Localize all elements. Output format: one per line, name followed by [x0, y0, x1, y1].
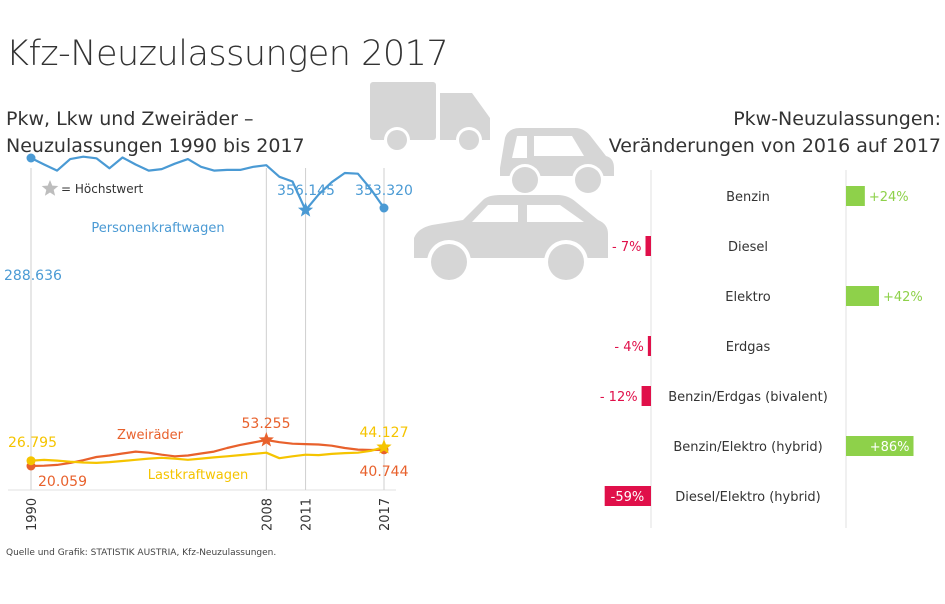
bar-category-label-4: Erdgas	[726, 340, 771, 355]
value-label-3-2017: 44.127	[360, 425, 409, 441]
bar-value-label-2: - 7%	[612, 240, 641, 255]
value-label-2-2008: 53.255	[242, 416, 291, 432]
bar-value-label-3: +42%	[883, 290, 923, 305]
max-star-icon-3	[376, 439, 392, 454]
right-subtitle-line-2: Veränderungen von 2016 auf 2017	[608, 135, 941, 157]
right-chart-subtitle: Pkw-Neuzulassungen: Veränderungen von 20…	[609, 106, 941, 160]
line-chart: 1990 2008 2011 2017 Personenkraftwagen Zweirä…	[4, 153, 413, 531]
series-line-3	[30, 446, 385, 464]
bar-category-label-1: Benzin	[726, 190, 770, 205]
series-name-2: Zweiräder	[117, 428, 184, 443]
x-tick-label-2011: 2011	[300, 498, 315, 531]
truck-icon	[370, 82, 490, 153]
bar-category-label-5: Benzin/Erdgas (bivalent)	[668, 390, 828, 405]
bar-5	[641, 386, 651, 406]
series-line-1	[30, 155, 385, 212]
bar-7	[604, 486, 651, 506]
value-label-1-2011: 356.145	[277, 183, 335, 199]
bar-value-label-5: - 12%	[600, 390, 638, 405]
bar-category-label-7: Diesel/Elektro (hybrid)	[675, 490, 821, 505]
large-car-icon	[414, 195, 608, 284]
legend-star-icon	[41, 180, 59, 196]
bar-4	[647, 336, 651, 356]
bar-1	[846, 186, 865, 206]
value-label-2-1990: 20.059	[38, 474, 87, 490]
value-label-2-2017: 40.744	[360, 464, 409, 480]
value-label-3-1990: 26.795	[8, 435, 57, 451]
left-subtitle-line-1: Pkw, Lkw und Zweiräder –	[6, 108, 254, 130]
series-line-2	[30, 438, 385, 468]
bar-value-label-1: +24%	[869, 190, 909, 205]
max-star-icon-1	[297, 202, 314, 217]
x-tick-label-2017: 2017	[378, 498, 393, 531]
series-point-3-1990	[26, 456, 36, 466]
series-point-1-1990	[26, 153, 36, 163]
bar-2	[645, 236, 651, 256]
left-subtitle-line-2: Neuzulassungen 1990 bis 2017	[6, 135, 305, 157]
series-name-1: Personenkraftwagen	[91, 221, 224, 236]
bar-6	[846, 436, 914, 456]
max-star-icon-2	[258, 432, 274, 447]
bar-value-label-4: - 4%	[614, 340, 643, 355]
source-note: Quelle und Grafik: STATISTIK AUSTRIA, Kf…	[6, 548, 277, 558]
left-chart-subtitle: Pkw, Lkw und Zweiräder – Neuzulassungen …	[6, 106, 305, 160]
legend-label: = Höchstwert	[61, 182, 144, 196]
page-title: Kfz-Neuzulassungen 2017	[6, 34, 449, 74]
series-point-1-2017	[379, 203, 389, 213]
legend: = Höchstwert	[41, 180, 144, 196]
x-tick-label-1990: 1990	[25, 498, 40, 531]
x-tick-label-2008: 2008	[260, 498, 275, 531]
bar-category-label-2: Diesel	[728, 240, 768, 255]
value-label-1-1990: 288.636	[4, 268, 62, 284]
bar-chart: Benzin +24% Diesel - 7% Elektro +42% Erdgas - 4…	[600, 170, 923, 528]
bar-value-label-7: -59%	[611, 490, 645, 505]
bar-category-label-6: Benzin/Elektro (hybrid)	[673, 440, 822, 455]
bar-category-label-3: Elektro	[725, 290, 771, 305]
bar-3	[846, 286, 879, 306]
value-label-1-2017: 353.320	[355, 183, 413, 199]
small-car-icon	[500, 128, 614, 196]
right-subtitle-line-1: Pkw-Neuzulassungen:	[733, 108, 941, 130]
bar-value-label-6: +86%	[870, 440, 910, 455]
series-name-3: Lastkraftwagen	[148, 468, 248, 483]
